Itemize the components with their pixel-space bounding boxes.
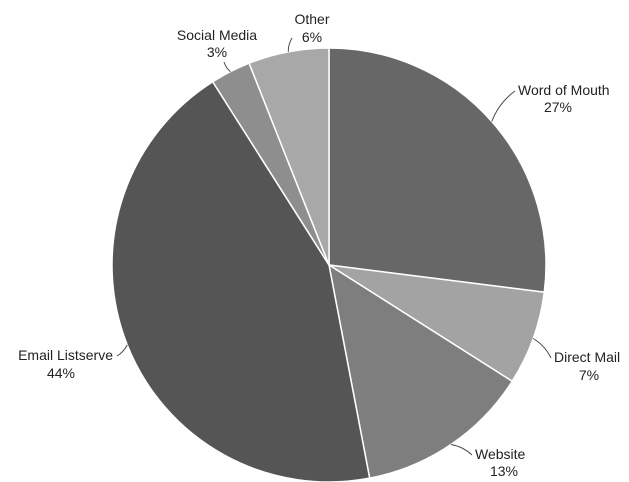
label-direct-mail-pct: 7% xyxy=(579,367,599,383)
leader-word-of-mouth xyxy=(491,90,516,122)
label-email-listserve-name: Email Listserve xyxy=(18,347,113,363)
slice-other xyxy=(248,47,330,266)
label-other-pct: 6% xyxy=(302,29,322,45)
slice-website xyxy=(327,263,514,480)
label-leaders xyxy=(116,37,552,456)
label-social-media-name: Social Media xyxy=(177,27,257,43)
label-other-name: Other xyxy=(294,11,329,27)
label-email-listserve-pct: 44% xyxy=(47,365,75,381)
leader-social-media xyxy=(223,61,231,73)
label-word-of-mouth-pct: 27% xyxy=(544,99,572,115)
label-social-media-pct: 3% xyxy=(207,44,227,60)
slice-email-listserve xyxy=(111,80,371,482)
label-word-of-mouth-name: Word of Mouth xyxy=(518,82,610,98)
slice-word-of-mouth xyxy=(328,47,547,294)
label-website-pct: 13% xyxy=(490,463,518,479)
label-website-name: Website xyxy=(475,446,526,462)
leader-direct-mail xyxy=(532,338,552,359)
leader-website xyxy=(450,444,473,456)
leader-email-listserve xyxy=(116,344,128,357)
label-direct-mail-name: Direct Mail xyxy=(554,349,620,365)
leader-other xyxy=(287,37,293,52)
pie-slices xyxy=(111,47,547,482)
